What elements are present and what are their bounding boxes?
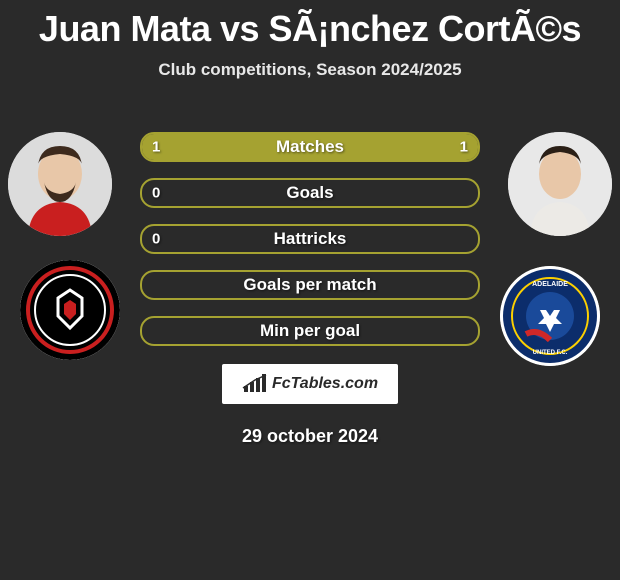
date-text: 29 october 2024 <box>0 426 620 447</box>
stat-label: Goals per match <box>243 275 376 295</box>
stats-list: 1 Matches 1 0 Goals 0 Hattricks Goals pe… <box>140 110 480 346</box>
stat-row-matches: 1 Matches 1 <box>140 132 480 162</box>
stat-label: Min per goal <box>260 321 360 341</box>
player1-headshot-icon <box>8 132 112 236</box>
stat-label: Matches <box>276 137 344 157</box>
player1-avatar <box>8 132 112 236</box>
stat-row-hattricks: 0 Hattricks <box>140 224 480 254</box>
player2-avatar <box>508 132 612 236</box>
stat-label: Goals <box>286 183 333 203</box>
club2-crest-icon: ADELAIDE UNITED F.C. <box>500 266 600 366</box>
svg-text:ADELAIDE: ADELAIDE <box>532 281 568 288</box>
stat-left-value: 1 <box>152 139 160 156</box>
stat-row-gpm: Goals per match <box>140 270 480 300</box>
bar-chart-icon <box>242 374 268 394</box>
watermark-badge: FcTables.com <box>222 364 398 404</box>
stat-label: Hattricks <box>274 229 347 249</box>
stat-row-goals: 0 Goals <box>140 178 480 208</box>
page-title: Juan Mata vs SÃ¡nchez CortÃ©s <box>0 0 620 50</box>
stat-left-value: 0 <box>152 231 160 248</box>
club1-crest <box>20 260 120 360</box>
subtitle: Club competitions, Season 2024/2025 <box>0 60 620 80</box>
svg-text:UNITED F.C.: UNITED F.C. <box>533 350 568 356</box>
club1-crest-icon <box>20 260 120 360</box>
player2-headshot-icon <box>508 132 612 236</box>
watermark-text: FcTables.com <box>272 375 378 393</box>
stat-right-value: 1 <box>460 139 468 156</box>
club2-crest: ADELAIDE UNITED F.C. <box>500 266 600 366</box>
comparison-panel: ADELAIDE UNITED F.C. 1 Matches 1 0 Goals… <box>0 110 620 447</box>
stat-left-value: 0 <box>152 185 160 202</box>
stat-row-mpg: Min per goal <box>140 316 480 346</box>
